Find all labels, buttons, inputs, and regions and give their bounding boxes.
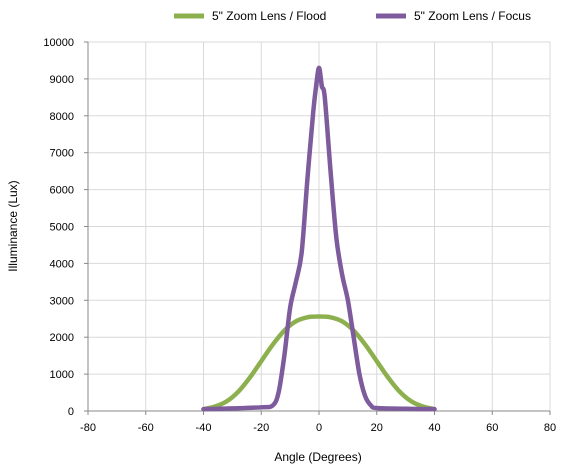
x-tick-labels: -80 -60 -40 -20 0 20 40 60 80 xyxy=(80,422,556,434)
chart-series xyxy=(201,65,437,412)
chart-grid xyxy=(87,41,551,412)
y-tick-label: 6000 xyxy=(50,185,74,197)
y-tick-label: 8000 xyxy=(50,111,74,123)
y-axis-label: Illuminance (Lux) xyxy=(6,180,20,271)
x-tick-label: -60 xyxy=(138,422,154,434)
y-tick-label: 4000 xyxy=(50,258,74,270)
series-line-0 xyxy=(201,314,437,412)
x-tick-label: -80 xyxy=(80,422,96,434)
y-tick-label: 3000 xyxy=(50,295,74,307)
y-tick-label: 10000 xyxy=(43,37,74,49)
x-tick-label: 0 xyxy=(316,422,322,434)
x-tick-label: 20 xyxy=(371,422,383,434)
y-tick-label: 7000 xyxy=(50,148,74,160)
y-tick-label: 1000 xyxy=(50,369,74,381)
x-tick-label: 60 xyxy=(486,422,498,434)
y-tick-label: 0 xyxy=(68,406,74,418)
x-tick-label: 40 xyxy=(428,422,440,434)
y-tick-label: 5000 xyxy=(50,222,74,234)
x-tick-label: 80 xyxy=(544,422,556,434)
y-tick-label: 9000 xyxy=(50,74,74,86)
x-tick-label: -20 xyxy=(253,422,269,434)
legend-label-0: 5" Zoom Lens / Flood xyxy=(212,9,326,23)
chart-legend: 5" Zoom Lens / Flood 5" Zoom Lens / Focus xyxy=(174,9,531,23)
series-line-1 xyxy=(201,65,437,412)
x-axis-label: Angle (Degrees) xyxy=(274,450,361,464)
legend-label-1: 5" Zoom Lens / Focus xyxy=(414,9,531,23)
y-tick-labels: 0 1000 2000 3000 4000 5000 6000 7000 8000 9000 100… xyxy=(43,37,74,418)
chart-axes xyxy=(84,41,551,415)
y-tick-label: 2000 xyxy=(50,332,74,344)
x-tick-label: -40 xyxy=(196,422,212,434)
